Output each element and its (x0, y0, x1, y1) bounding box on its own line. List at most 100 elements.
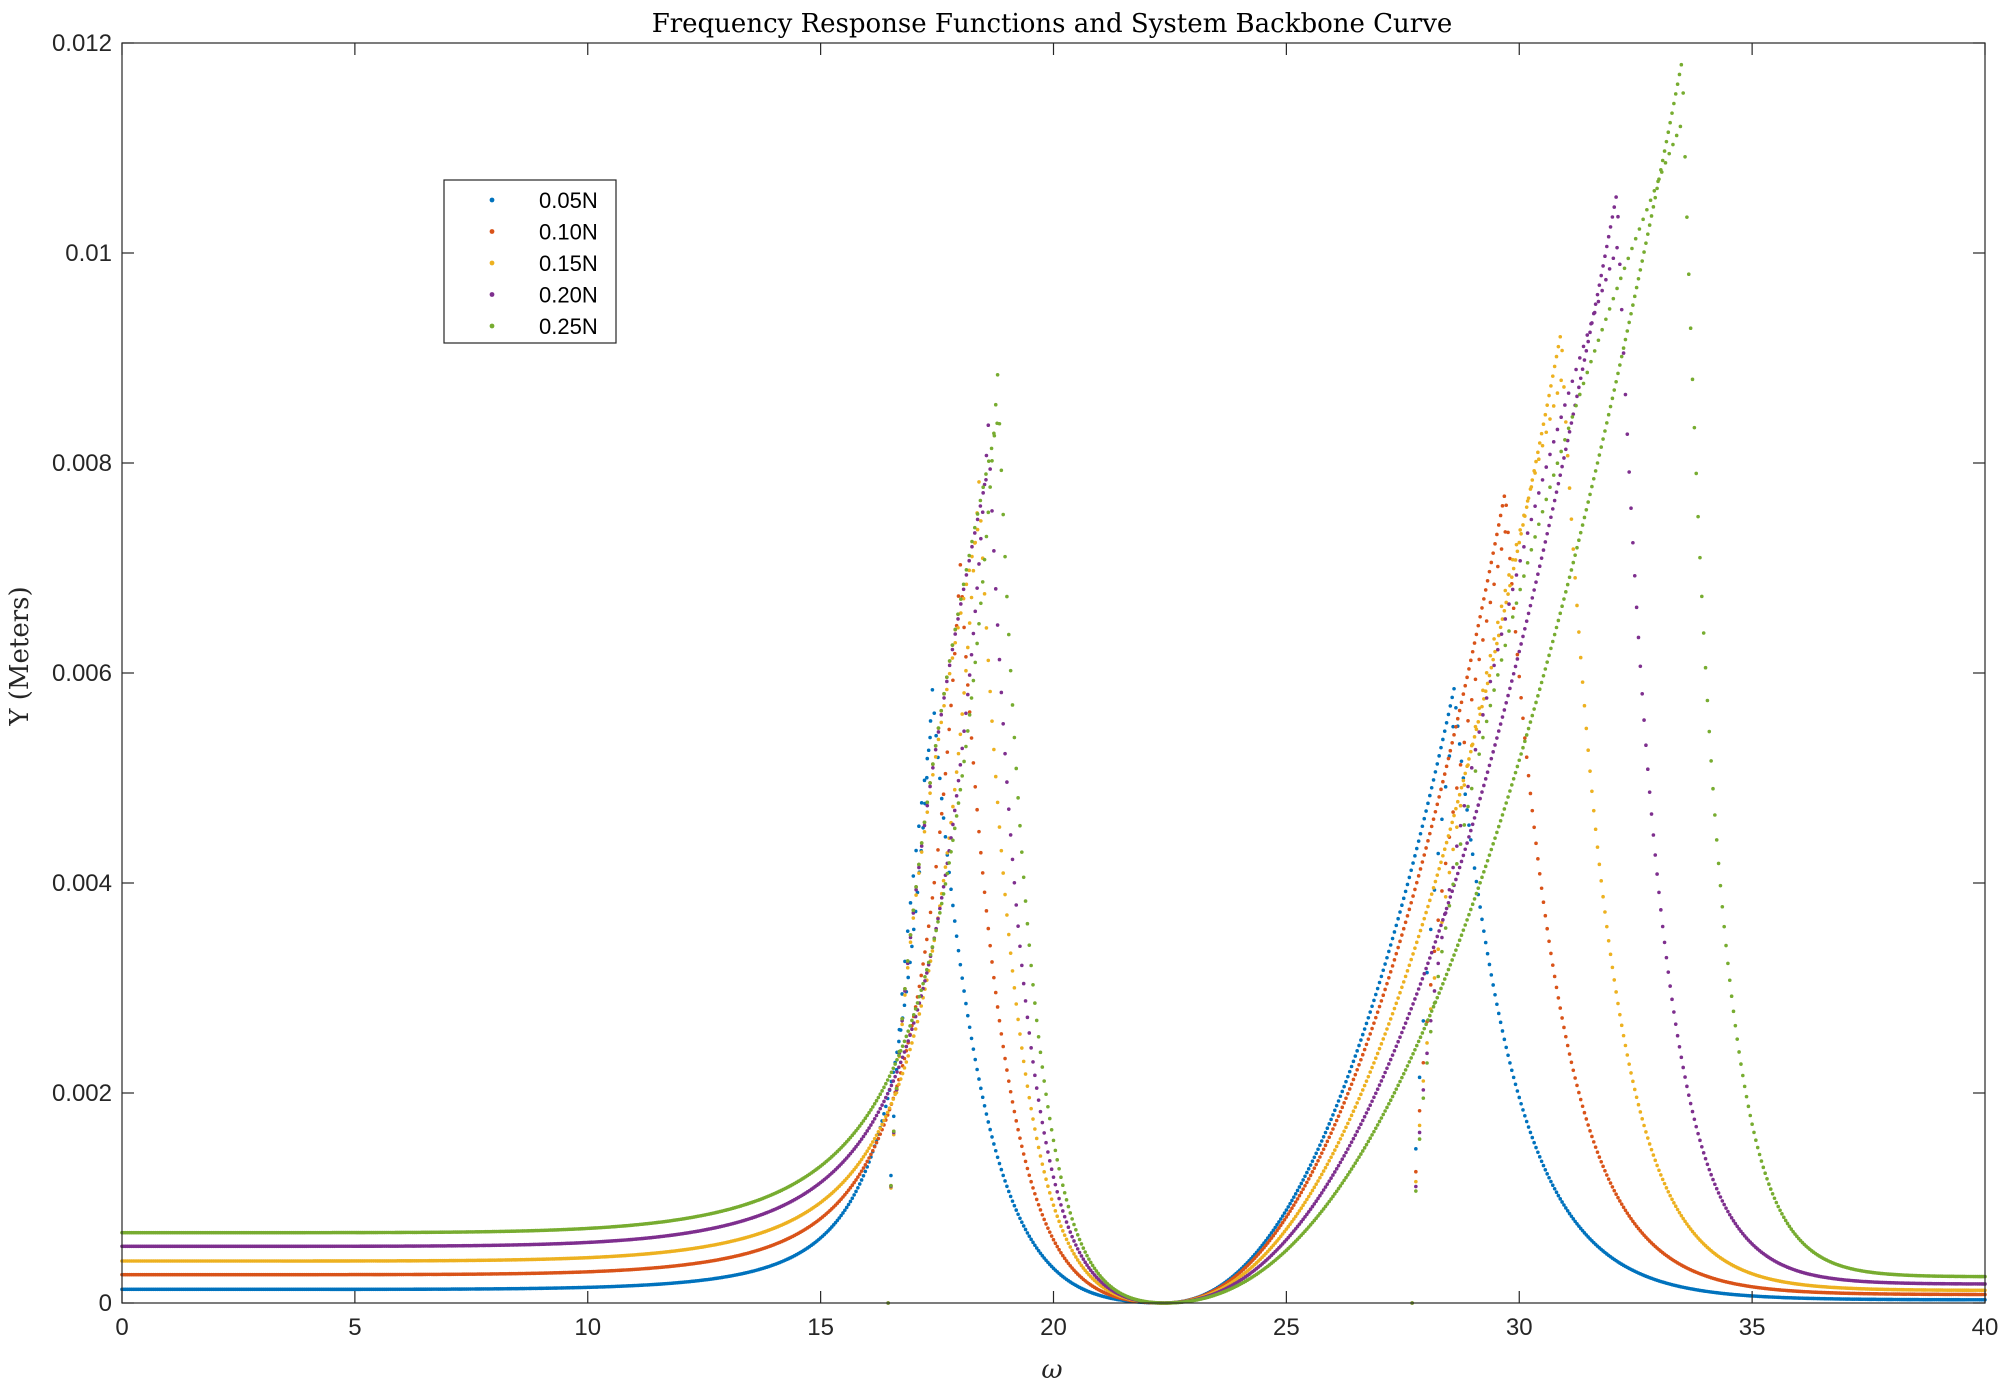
data-point (1487, 569, 1492, 574)
data-point (1001, 1173, 1005, 1178)
data-point (1034, 1246, 1039, 1250)
data-point (1008, 1194, 1013, 1199)
data-point (1318, 1143, 1322, 1147)
data-point (878, 1126, 883, 1130)
data-point (1370, 1133, 1374, 1137)
data-point (1562, 1025, 1566, 1030)
data-point (1441, 982, 1445, 986)
data-point (1010, 857, 1015, 862)
data-point (1458, 763, 1463, 767)
data-point (1485, 770, 1490, 774)
data-point (1411, 861, 1415, 865)
data-point (1570, 379, 1575, 384)
data-point (1586, 748, 1590, 752)
data-point (1290, 1198, 1294, 1203)
data-point (966, 692, 970, 697)
data-point (1485, 951, 1490, 956)
data-point (1515, 1089, 1520, 1093)
data-point (926, 960, 931, 965)
data-point (1623, 392, 1628, 397)
data-point (1631, 1219, 1635, 1224)
data-point (900, 1022, 904, 1027)
data-point (1012, 1203, 1017, 1208)
data-point (1006, 807, 1011, 811)
data-point (958, 563, 963, 567)
data-point (1714, 1186, 1719, 1191)
data-point (1588, 330, 1592, 335)
data-point (1489, 973, 1494, 977)
data-point (993, 587, 998, 591)
data-point (1021, 1152, 1026, 1156)
data-point (1519, 695, 1523, 700)
data-point (1301, 1217, 1305, 1222)
data-point (1421, 1060, 1426, 1065)
data-point (841, 1211, 845, 1215)
data-point (1659, 1173, 1663, 1177)
data-point (854, 1144, 858, 1149)
data-point (1277, 1220, 1281, 1224)
data-point (1544, 430, 1549, 435)
data-point (1381, 1112, 1386, 1117)
data-point (1342, 1101, 1346, 1105)
data-point (910, 1018, 914, 1023)
data-point (1286, 1205, 1291, 1209)
data-point (1539, 431, 1544, 436)
data-point (1646, 1136, 1650, 1140)
data-point (1454, 705, 1458, 710)
data-point (1053, 1209, 1058, 1213)
data-point (1469, 828, 1473, 833)
data-point (1295, 1188, 1300, 1193)
data-point (889, 1173, 893, 1178)
data-point (1655, 1163, 1659, 1168)
data-point (1318, 1193, 1322, 1198)
data-point (1474, 891, 1479, 896)
data-point (1364, 1111, 1369, 1115)
data-point (919, 801, 924, 805)
data-point (1325, 1139, 1330, 1144)
data-point (1436, 961, 1441, 966)
data-point (882, 1118, 886, 1123)
data-point (882, 1099, 886, 1104)
data-point (1448, 895, 1453, 899)
data-point (1526, 496, 1531, 500)
data-point (1465, 675, 1469, 680)
data-point (1407, 963, 1412, 968)
data-point (967, 710, 972, 714)
data-point (1411, 1002, 1415, 1006)
data-point (863, 1163, 868, 1167)
data-point (917, 824, 921, 829)
data-point (906, 1029, 910, 1033)
data-point (1510, 575, 1514, 579)
data-point (1301, 1187, 1305, 1191)
data-point (867, 1110, 871, 1115)
data-point (1601, 264, 1605, 268)
data-point (938, 776, 942, 781)
data-point (1429, 892, 1434, 896)
data-point (960, 976, 965, 980)
data-point (1036, 1202, 1041, 1207)
data-point (1074, 1227, 1078, 1232)
data-point (952, 826, 957, 831)
data-point (1403, 974, 1408, 979)
data-point (1517, 1095, 1522, 1100)
data-point (992, 975, 996, 980)
data-point (1507, 602, 1511, 606)
data-point (1562, 385, 1566, 389)
data-point (926, 748, 931, 753)
data-point (1477, 706, 1481, 711)
data-point (1018, 1136, 1022, 1140)
data-point (1031, 1240, 1035, 1245)
data-point (953, 632, 958, 636)
data-point (1463, 771, 1468, 776)
data-point (1355, 1049, 1359, 1053)
data-point (932, 711, 937, 715)
data-point (1029, 1179, 1033, 1184)
data-point (919, 844, 924, 848)
data-point (921, 981, 925, 986)
data-point (1292, 1203, 1296, 1207)
data-point (1439, 986, 1443, 991)
data-point (1603, 910, 1607, 914)
data-point (1461, 692, 1466, 696)
data-point (1377, 1046, 1382, 1051)
data-point (966, 1013, 970, 1018)
